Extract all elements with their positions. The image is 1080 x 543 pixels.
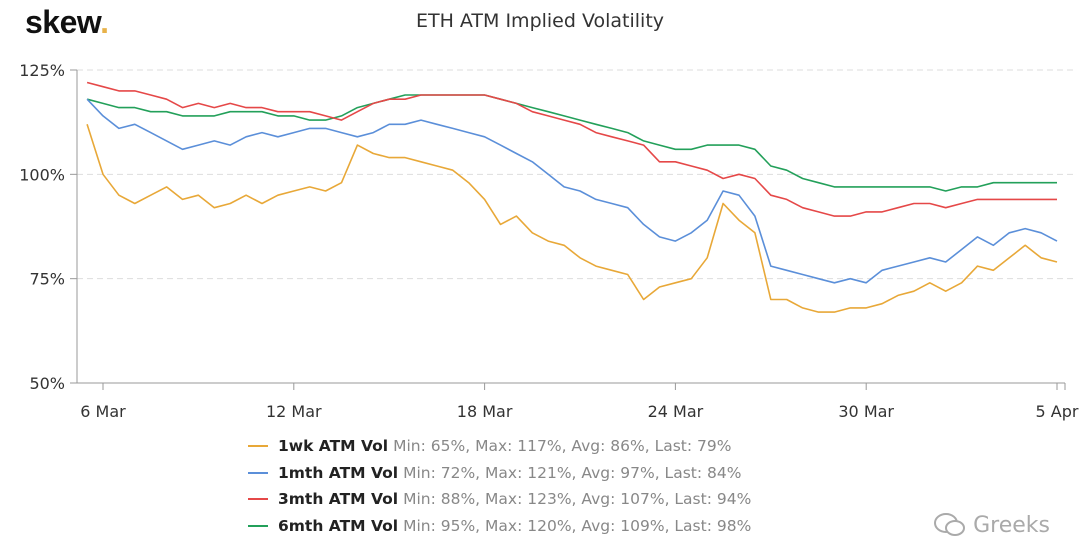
chart-title: ETH ATM Implied Volatility: [415, 10, 665, 32]
legend-item[interactable]: 1mth ATM Vol Min: 72%, Max: 121%, Avg: 97…: [248, 460, 751, 487]
skew-logo: skew.: [25, 4, 109, 41]
legend-series-name: 3mth ATM Vol: [278, 490, 399, 508]
series-line-0: [86, 124, 1058, 313]
legend-series-name: 6mth ATM Vol: [278, 516, 399, 535]
legend-swatch: [248, 471, 268, 474]
legend-series-stats: Min: 95%, Max: 120%, Avg: 109%, Last: 98…: [403, 516, 752, 535]
y-tick-label: 75%: [29, 270, 65, 289]
wechat-icon: [934, 513, 966, 536]
legend-series-name: 1mth ATM Vol: [278, 463, 399, 482]
x-tick-label: 5 Apr: [1036, 402, 1079, 421]
y-tick-label: 50%: [29, 374, 65, 393]
legend-swatch: [248, 445, 268, 448]
watermark-text: Greeks: [973, 512, 1050, 538]
y-tick-label: 125%: [19, 61, 65, 80]
x-tick-label: 24 Mar: [648, 402, 704, 421]
legend-series-stats: Min: 72%, Max: 121%, Avg: 97%, Last: 84%: [403, 463, 742, 482]
legend-swatch: [248, 498, 268, 501]
legend: 1wk ATM Vol Min: 65%, Max: 117%, Avg: 86%…: [248, 433, 751, 539]
logo-dot: .: [100, 4, 109, 40]
series-line-1: [86, 98, 1058, 284]
legend-item[interactable]: 6mth ATM Vol Min: 95%, Max: 120%, Avg: 10…: [248, 513, 751, 540]
legend-item[interactable]: 3mth ATM Vol Min: 88%, Max: 123%, Avg: 10…: [248, 486, 751, 513]
series-line-2: [86, 81, 1057, 217]
x-tick-label: 12 Mar: [266, 402, 322, 421]
legend-series-name: 1wk ATM Vol: [278, 437, 389, 455]
watermark: Greeks: [933, 512, 1050, 538]
legend-series-stats: Min: 88%, Max: 123%, Avg: 107%, Last: 94…: [403, 490, 752, 508]
x-tick-label: 30 Mar: [838, 402, 894, 421]
legend-item[interactable]: 1wk ATM Vol Min: 65%, Max: 117%, Avg: 86%…: [248, 433, 751, 460]
logo-text: skew: [25, 4, 101, 40]
x-tick-label: 6 Mar: [80, 402, 126, 421]
legend-swatch: [248, 524, 268, 527]
series-line-3: [86, 94, 1057, 192]
x-tick-label: 18 Mar: [457, 402, 513, 421]
legend-series-stats: Min: 65%, Max: 117%, Avg: 86%, Last: 79%: [393, 437, 732, 455]
y-tick-label: 100%: [19, 165, 65, 184]
